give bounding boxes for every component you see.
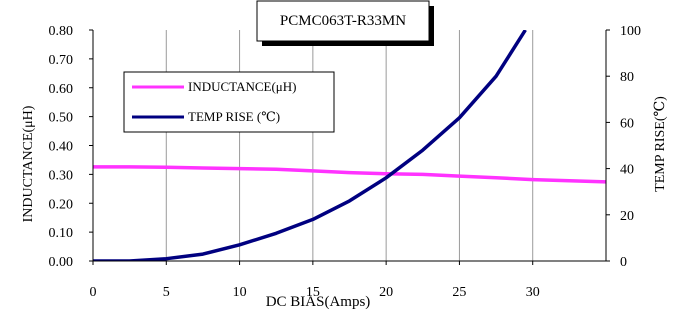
y-axis-label: INDUCTANCE(μH)	[21, 105, 36, 222]
legend-label-inductance: INDUCTANCE(μH)	[188, 79, 296, 94]
legend-label-temp-rise: TEMP RISE (℃)	[188, 109, 280, 124]
x-tick-label: 25	[452, 285, 466, 300]
x-axis-label: DC BIAS(Amps)	[266, 294, 371, 310]
y-tick-label: 0.10	[49, 226, 74, 241]
y-tick-label: 0.20	[49, 197, 74, 212]
y2-tick-label: 40	[620, 163, 634, 178]
chart-title-box: PCMC063T-R33MN	[256, 0, 434, 46]
y-tick-label: 0.70	[49, 53, 74, 68]
plot-area	[93, 30, 606, 261]
inductance-series-line	[93, 165, 606, 184]
x-tick-label: 0	[90, 285, 97, 300]
grid-lines	[165, 30, 534, 261]
y2-tick-label: 20	[620, 209, 634, 224]
y2-tick-label: 60	[620, 116, 634, 131]
y-tick-label: 0.00	[49, 255, 74, 270]
y2-tick-label: 0	[620, 255, 627, 270]
x-tick-label: 20	[379, 285, 393, 300]
y-tick-label: 0.50	[49, 111, 74, 126]
y-tick-label: 0.80	[49, 24, 74, 39]
x-tick-label: 5	[163, 285, 170, 300]
legend: INDUCTANCE(μH) TEMP RISE (℃)	[123, 71, 335, 133]
y2-tick-label: 80	[620, 70, 634, 85]
chart-title: PCMC063T-R33MN	[280, 13, 406, 29]
x-tick-label: 10	[233, 285, 247, 300]
y-tick-label: 0.60	[49, 82, 74, 97]
y2-axis-label: TEMP RISE(℃)	[653, 96, 668, 192]
y2-tick-label: 100	[620, 24, 641, 39]
temp-rise-series-line	[93, 30, 527, 261]
x-tick-label: 15	[306, 285, 320, 300]
y-tick-label: 0.30	[49, 168, 74, 183]
x-tick-label: 30	[526, 285, 540, 300]
y-tick-label: 0.40	[49, 140, 74, 155]
